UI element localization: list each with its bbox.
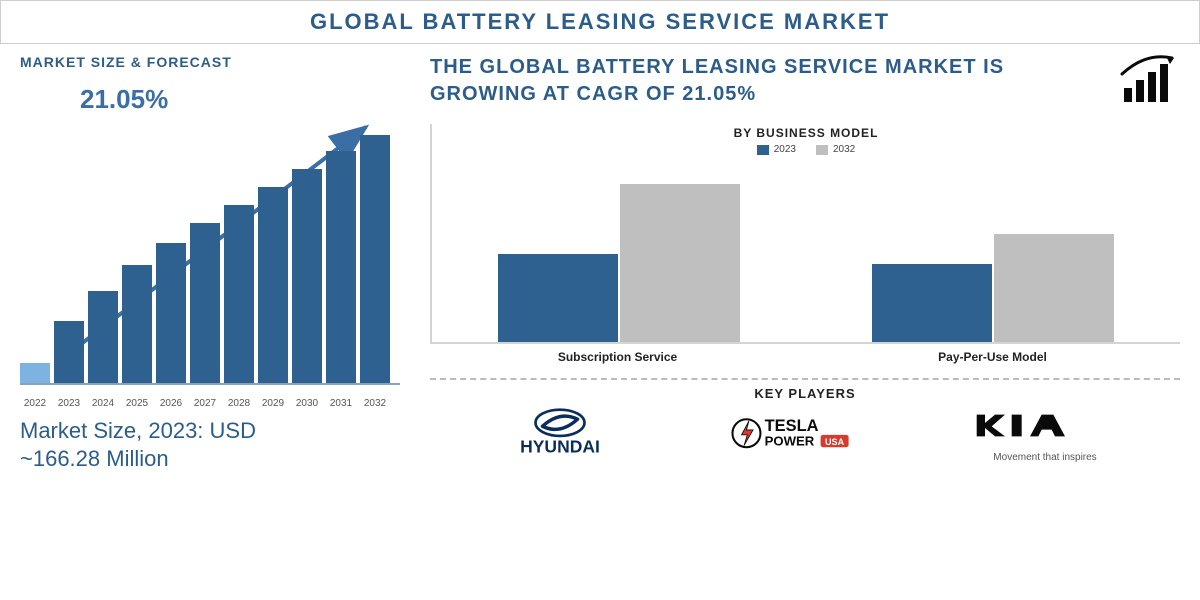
forecast-year-label: 2029 bbox=[258, 398, 288, 409]
key-players-logos: HYUNDAI TESLA POWER USA Movemen bbox=[430, 407, 1180, 465]
forecast-year-label: 2026 bbox=[156, 398, 186, 409]
forecast-bar bbox=[224, 205, 254, 383]
legend-label: 2032 bbox=[833, 144, 855, 155]
forecast-year-label: 2032 bbox=[360, 398, 390, 409]
growth-chart-icon bbox=[1116, 54, 1180, 106]
forecast-year-label: 2031 bbox=[326, 398, 356, 409]
page-title: GLOBAL BATTERY LEASING SERVICE MARKET bbox=[0, 0, 1200, 44]
forecast-year-label: 2027 bbox=[190, 398, 220, 409]
legend-swatch bbox=[757, 145, 769, 155]
bm-bar bbox=[498, 254, 618, 342]
forecast-bar-chart: 2022 2023 2024 2025 2026 2027 2028 2029 2030 2031… bbox=[20, 119, 400, 409]
forecast-year-label: 2030 bbox=[292, 398, 322, 409]
forecast-year-label: 2025 bbox=[122, 398, 152, 409]
key-players-heading: KEY PLAYERS bbox=[430, 386, 1180, 401]
bm-legend: 2023 2032 bbox=[432, 144, 1180, 155]
right-panel: THE GLOBAL BATTERY LEASING SERVICE MARKE… bbox=[420, 44, 1200, 472]
forecast-year-label: 2028 bbox=[224, 398, 254, 409]
bm-category-labels: Subscription ServicePay-Per-Use Model bbox=[430, 350, 1180, 364]
bm-chart-title: BY BUSINESS MODEL bbox=[432, 126, 1180, 140]
svg-text:TESLA: TESLA bbox=[765, 417, 819, 435]
forecast-bar bbox=[88, 291, 118, 383]
forecast-year-label: 2023 bbox=[54, 398, 84, 409]
forecast-bar bbox=[326, 151, 356, 383]
tesla-power-logo: TESLA POWER USA bbox=[730, 411, 870, 460]
svg-text:USA: USA bbox=[825, 437, 845, 447]
forecast-bar bbox=[258, 187, 288, 383]
forecast-axis bbox=[20, 383, 400, 385]
legend-item-2032: 2032 bbox=[816, 144, 855, 155]
legend-swatch bbox=[816, 145, 828, 155]
market-size-text: Market Size, 2023: USD ~166.28 Million bbox=[20, 417, 410, 472]
kia-logo: Movement that inspires bbox=[970, 408, 1120, 463]
legend-item-2023: 2023 bbox=[757, 144, 796, 155]
bm-category-label: Pay-Per-Use Model bbox=[805, 350, 1180, 364]
cagr-percentage: 21.05% bbox=[80, 84, 410, 115]
forecast-bar bbox=[20, 363, 50, 383]
market-size-line2: ~166.28 Million bbox=[20, 446, 169, 471]
kia-tagline: Movement that inspires bbox=[970, 452, 1120, 463]
headline-row: THE GLOBAL BATTERY LEASING SERVICE MARKE… bbox=[430, 54, 1180, 108]
bm-bar-group bbox=[806, 172, 1180, 342]
bm-category-label: Subscription Service bbox=[430, 350, 805, 364]
legend-label: 2023 bbox=[774, 144, 796, 155]
forecast-bar bbox=[54, 321, 84, 383]
bm-bar bbox=[994, 234, 1114, 342]
forecast-bar bbox=[156, 243, 186, 383]
forecast-bar bbox=[122, 265, 152, 383]
business-model-chart: BY BUSINESS MODEL 2023 2032 bbox=[430, 124, 1180, 344]
headline-text: THE GLOBAL BATTERY LEASING SERVICE MARKE… bbox=[430, 54, 1104, 108]
bm-bar bbox=[620, 184, 740, 342]
bm-bar-group bbox=[432, 172, 806, 342]
hyundai-logo: HYUNDAI bbox=[490, 407, 630, 465]
forecast-year-label: 2024 bbox=[88, 398, 118, 409]
main-content: MARKET SIZE & FORECAST 21.05% 2022202320… bbox=[0, 44, 1200, 472]
svg-text:POWER: POWER bbox=[765, 434, 815, 449]
forecast-heading: MARKET SIZE & FORECAST bbox=[20, 54, 410, 70]
forecast-bar bbox=[360, 135, 390, 383]
forecast-bar bbox=[190, 223, 220, 383]
forecast-year-label: 2022 bbox=[20, 398, 50, 409]
bm-bar bbox=[872, 264, 992, 342]
svg-text:HYUNDAI: HYUNDAI bbox=[520, 437, 600, 457]
section-divider bbox=[430, 378, 1180, 380]
forecast-bar bbox=[292, 169, 322, 383]
left-panel: MARKET SIZE & FORECAST 21.05% 2022202320… bbox=[0, 44, 420, 472]
market-size-line1: Market Size, 2023: USD bbox=[20, 418, 256, 443]
